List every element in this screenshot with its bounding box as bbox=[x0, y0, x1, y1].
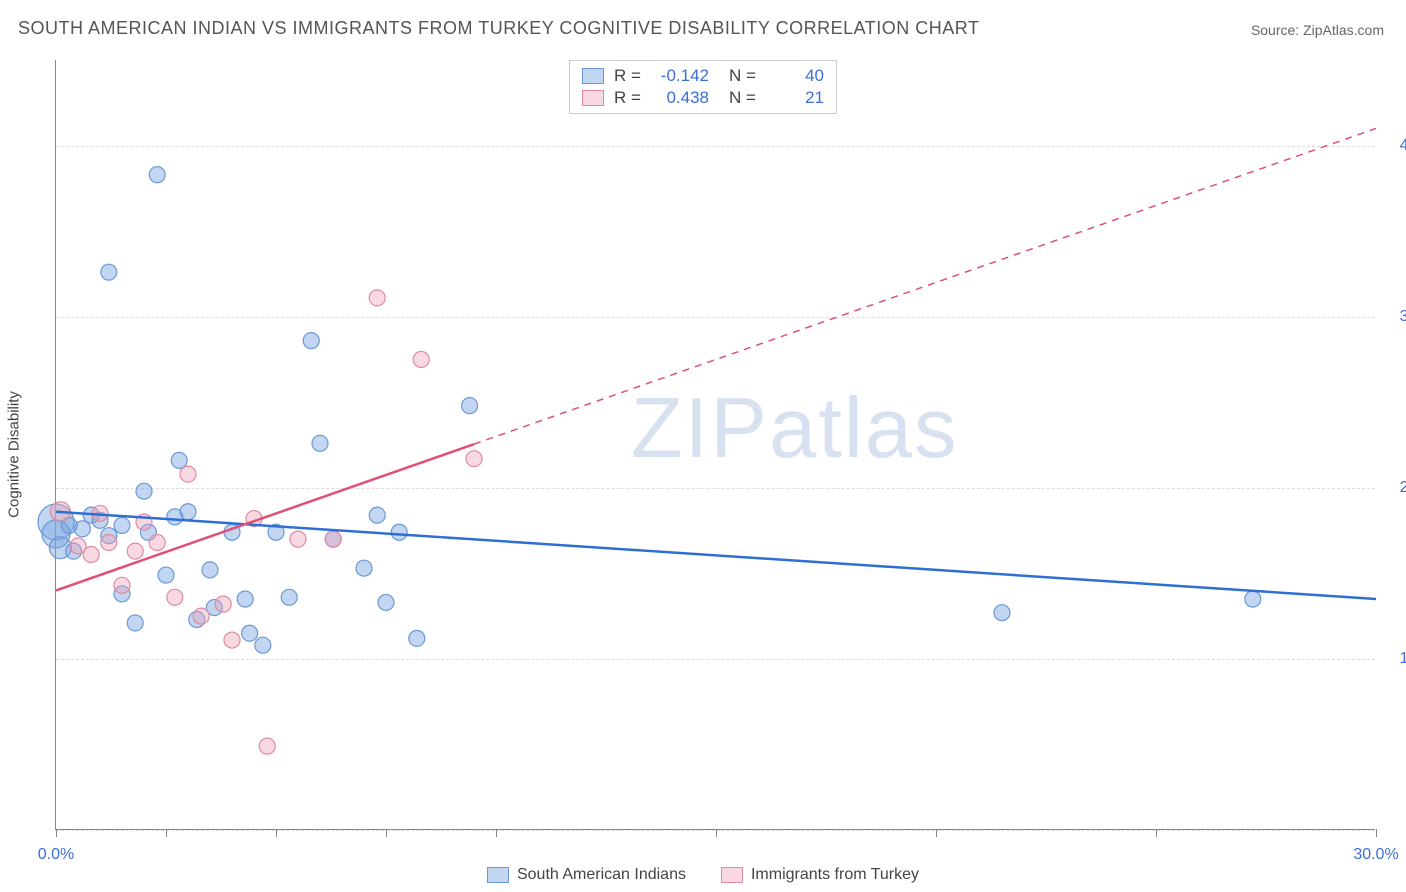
swatch-series-b-bottom bbox=[721, 867, 743, 883]
data-point bbox=[101, 535, 117, 551]
n-value-a: 40 bbox=[769, 66, 824, 86]
data-point bbox=[378, 594, 394, 610]
data-point bbox=[369, 507, 385, 523]
x-tick bbox=[1376, 829, 1377, 837]
data-point bbox=[83, 547, 99, 563]
data-point bbox=[1245, 591, 1261, 607]
data-point bbox=[127, 615, 143, 631]
n-label: N = bbox=[729, 66, 759, 86]
data-point bbox=[114, 517, 130, 533]
r-label: R = bbox=[614, 66, 644, 86]
data-point bbox=[149, 167, 165, 183]
swatch-series-a bbox=[582, 68, 604, 84]
data-point bbox=[290, 531, 306, 547]
data-point bbox=[167, 589, 183, 605]
data-point bbox=[466, 451, 482, 467]
y-tick-label: 10.0% bbox=[1385, 650, 1406, 668]
data-point bbox=[224, 632, 240, 648]
r-value-b: 0.438 bbox=[654, 88, 709, 108]
data-point bbox=[325, 531, 341, 547]
source-label: Source: ZipAtlas.com bbox=[1251, 22, 1384, 38]
data-point bbox=[74, 521, 90, 537]
data-point bbox=[101, 264, 117, 280]
x-tick bbox=[496, 829, 497, 837]
data-point bbox=[409, 630, 425, 646]
data-point bbox=[193, 608, 209, 624]
series-b-name: Immigrants from Turkey bbox=[751, 866, 919, 884]
y-axis-label: Cognitive Disability bbox=[6, 391, 23, 518]
data-point bbox=[158, 567, 174, 583]
data-point bbox=[180, 466, 196, 482]
n-value-b: 21 bbox=[769, 88, 824, 108]
r-value-a: -0.142 bbox=[654, 66, 709, 86]
x-tick bbox=[276, 829, 277, 837]
swatch-series-b bbox=[582, 90, 604, 106]
chart-svg bbox=[56, 60, 1375, 829]
data-point bbox=[994, 605, 1010, 621]
data-point bbox=[356, 560, 372, 576]
plot-area: ZIPatlas 10.0%20.0%30.0%40.0%0.0%30.0% bbox=[55, 60, 1375, 830]
data-point bbox=[237, 591, 253, 607]
data-point bbox=[303, 333, 319, 349]
legend-row-series-b: R = 0.438 N = 21 bbox=[582, 87, 824, 109]
data-point bbox=[180, 504, 196, 520]
data-point bbox=[369, 290, 385, 306]
data-point bbox=[202, 562, 218, 578]
legend-row-series-a: R = -0.142 N = 40 bbox=[582, 65, 824, 87]
data-point bbox=[255, 637, 271, 653]
correlation-legend: R = -0.142 N = 40 R = 0.438 N = 21 bbox=[569, 60, 837, 114]
data-point bbox=[127, 543, 143, 559]
y-tick-label: 20.0% bbox=[1385, 479, 1406, 497]
data-point bbox=[391, 524, 407, 540]
legend-item-a: South American Indians bbox=[487, 866, 686, 884]
x-tick bbox=[56, 829, 57, 837]
data-point bbox=[242, 625, 258, 641]
regression-line-dashed bbox=[474, 128, 1376, 444]
data-point bbox=[413, 351, 429, 367]
legend-item-b: Immigrants from Turkey bbox=[721, 866, 919, 884]
data-point bbox=[149, 535, 165, 551]
x-tick bbox=[386, 829, 387, 837]
data-point bbox=[136, 483, 152, 499]
swatch-series-a-bottom bbox=[487, 867, 509, 883]
data-point bbox=[259, 738, 275, 754]
x-tick-label: 0.0% bbox=[38, 846, 74, 864]
x-tick-label: 30.0% bbox=[1353, 846, 1398, 864]
x-tick bbox=[716, 829, 717, 837]
series-legend: South American Indians Immigrants from T… bbox=[487, 866, 919, 884]
data-point bbox=[171, 452, 187, 468]
series-a-name: South American Indians bbox=[517, 866, 686, 884]
chart-title: SOUTH AMERICAN INDIAN VS IMMIGRANTS FROM… bbox=[18, 18, 979, 39]
data-point bbox=[114, 577, 130, 593]
data-point bbox=[281, 589, 297, 605]
regression-line-solid bbox=[56, 512, 1376, 599]
r-label: R = bbox=[614, 88, 644, 108]
y-tick-label: 30.0% bbox=[1385, 308, 1406, 326]
data-point bbox=[462, 398, 478, 414]
data-point bbox=[312, 435, 328, 451]
n-label: N = bbox=[729, 88, 759, 108]
regression-line-solid bbox=[56, 444, 474, 590]
data-point bbox=[215, 596, 231, 612]
x-tick bbox=[166, 829, 167, 837]
y-tick-label: 40.0% bbox=[1385, 137, 1406, 155]
x-tick bbox=[936, 829, 937, 837]
x-tick bbox=[1156, 829, 1157, 837]
